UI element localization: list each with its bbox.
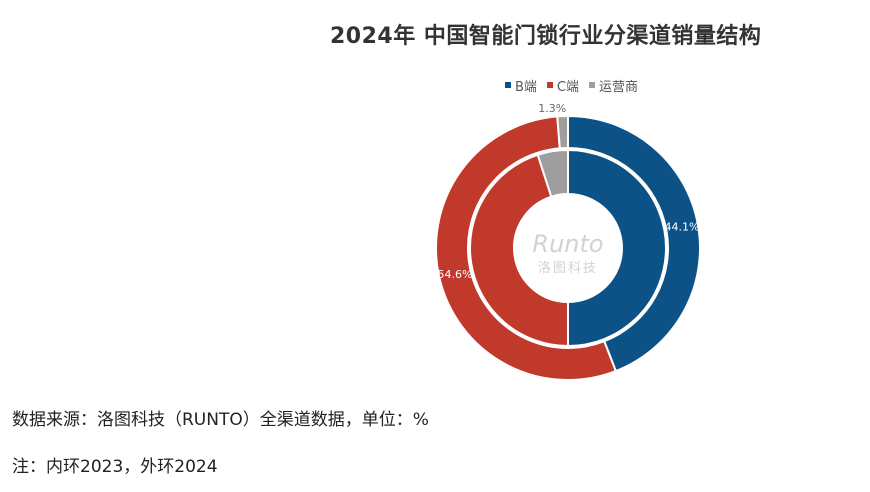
watermark-subtext: 洛图科技 xyxy=(538,261,598,276)
legend-swatch-c xyxy=(546,82,553,88)
watermark-logo: Runto xyxy=(532,230,603,258)
data-label-b: 44.1% xyxy=(665,221,700,234)
chart-legend: B端 C端 运营商 xyxy=(505,76,638,95)
ring-note: 注：内环2023，外环2024 xyxy=(12,457,218,477)
legend-item-b: B端 xyxy=(505,76,537,95)
outer-slice-c xyxy=(435,115,618,381)
legend-swatch-b xyxy=(505,82,511,88)
inner-slice-b xyxy=(567,148,667,348)
legend-swatch-operator xyxy=(589,82,595,88)
legend-label-operator: 运营商 xyxy=(599,79,639,95)
outer-slice-operator xyxy=(556,114,569,150)
legend-item-c: C端 xyxy=(546,76,579,95)
donut-chart: 44.1% 54.6% 1.3% Runto 洛图科技 xyxy=(435,102,701,381)
legend-label-b: B端 xyxy=(515,79,537,95)
data-label-operator: 1.3% xyxy=(538,102,566,115)
source-note: 数据来源：洛图科技（RUNTO）全渠道数据，单位：% xyxy=(12,410,429,430)
outer-slice-b xyxy=(567,114,701,373)
chart-title: 2024年 中国智能门锁行业分渠道销量结构 xyxy=(330,24,762,49)
legend-label-c: C端 xyxy=(556,79,579,95)
inner-slice-c xyxy=(469,153,569,348)
legend-item-operator: 运营商 xyxy=(589,76,638,95)
data-label-c: 54.6% xyxy=(437,268,472,281)
inner-slice-operator xyxy=(536,148,569,198)
